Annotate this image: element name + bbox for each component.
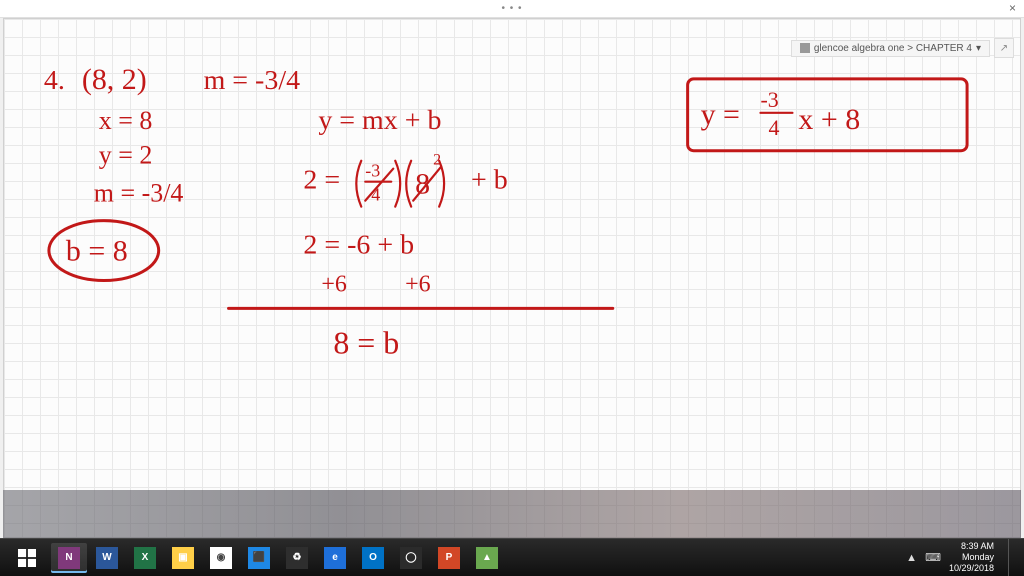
onenote-icon: N xyxy=(58,547,80,569)
app-misc-icon: ▲ xyxy=(476,547,498,569)
ink-eq-form: y = mx + b xyxy=(318,105,441,136)
taskbar-app-recycle[interactable]: ♻ xyxy=(279,543,315,573)
chrome-icon: ◉ xyxy=(210,547,232,569)
taskbar-app-onenote[interactable]: N xyxy=(51,543,87,573)
word-icon: W xyxy=(96,547,118,569)
taskbar: NWX ▣ ◉ ⬛ ♻ eO ◯ P ▲ ▲ ⌨ 8:39 AM Monday 10/29/20… xyxy=(0,538,1024,576)
ie-icon: e xyxy=(324,547,346,569)
ink-slope: m = -3/4 xyxy=(204,65,300,96)
ink-frac-num: -3 xyxy=(365,161,380,181)
ink-lparen1 xyxy=(356,161,361,207)
ink-m: m = -3/4 xyxy=(94,179,184,208)
obs-icon: ◯ xyxy=(400,547,422,569)
app-blue-icon: ⬛ xyxy=(248,547,270,569)
ink-b-result: b = 8 xyxy=(66,235,128,268)
ink-ans-num: -3 xyxy=(760,87,778,112)
clock-date: 10/29/2018 xyxy=(949,563,994,574)
taskbar-app-powerpoint[interactable]: P xyxy=(431,543,467,573)
ink-point: (8, 2) xyxy=(82,63,147,96)
ink-layer: 4. (8, 2) m = -3/4 x = 8 y = 2 m = -3/4 … xyxy=(4,19,1020,538)
taskbar-app-file-explorer[interactable]: ▣ xyxy=(165,543,201,573)
taskbar-app-app-misc[interactable]: ▲ xyxy=(469,543,505,573)
system-tray: ▲ ⌨ 8:39 AM Monday 10/29/2018 xyxy=(906,539,1024,576)
taskbar-clock[interactable]: 8:39 AM Monday 10/29/2018 xyxy=(949,541,994,574)
recycle-icon: ♻ xyxy=(286,547,308,569)
ink-cancel-two: 2 xyxy=(433,152,441,169)
onenote-canvas[interactable]: glencoe algebra one > CHAPTER 4 ▾ ↗ 4. (… xyxy=(3,18,1021,538)
taskbar-app-outlook[interactable]: O xyxy=(355,543,391,573)
ink-x: x = 8 xyxy=(99,106,153,135)
tray-overflow-icon[interactable]: ▲ xyxy=(906,552,917,564)
ink-ans-y: y = xyxy=(701,98,740,131)
clock-time: 8:39 AM xyxy=(949,541,994,552)
ink-add6-r: +6 xyxy=(405,271,430,297)
title-bar: • • • × xyxy=(0,0,1024,18)
ink-ans-den: 4 xyxy=(768,115,779,140)
taskbar-app-app-blue[interactable]: ⬛ xyxy=(241,543,277,573)
ink-sub-two: 2 = xyxy=(303,165,340,196)
taskbar-app-chrome[interactable]: ◉ xyxy=(203,543,239,573)
ink-final: 8 = b xyxy=(333,325,399,360)
ink-simplify: 2 = -6 + b xyxy=(303,230,414,261)
ink-ans-rest: x + 8 xyxy=(798,103,860,136)
drag-handle-dots[interactable]: • • • xyxy=(501,3,522,14)
keyboard-icon[interactable]: ⌨ xyxy=(925,551,941,564)
windows-logo-icon xyxy=(18,549,36,567)
clock-day: Monday xyxy=(949,552,994,563)
close-button[interactable]: × xyxy=(1009,1,1016,15)
desktop-background-peek xyxy=(3,490,1021,538)
ink-add6-l: +6 xyxy=(321,271,346,297)
ink-rparen1 xyxy=(395,161,400,207)
taskbar-app-ie[interactable]: e xyxy=(317,543,353,573)
ink-lparen2 xyxy=(406,161,411,207)
file-explorer-icon: ▣ xyxy=(172,547,194,569)
taskbar-app-obs[interactable]: ◯ xyxy=(393,543,429,573)
start-button[interactable] xyxy=(4,539,50,576)
excel-icon: X xyxy=(134,547,156,569)
show-desktop-button[interactable] xyxy=(1008,539,1016,576)
ink-plus-b: + b xyxy=(471,165,508,196)
taskbar-app-excel[interactable]: X xyxy=(127,543,163,573)
taskbar-app-word[interactable]: W xyxy=(89,543,125,573)
outlook-icon: O xyxy=(362,547,384,569)
powerpoint-icon: P xyxy=(438,547,460,569)
ink-problem-number: 4. xyxy=(44,65,65,96)
ink-y: y = 2 xyxy=(99,141,153,170)
taskbar-apps: NWX ▣ ◉ ⬛ ♻ eO ◯ P ▲ xyxy=(50,543,506,573)
